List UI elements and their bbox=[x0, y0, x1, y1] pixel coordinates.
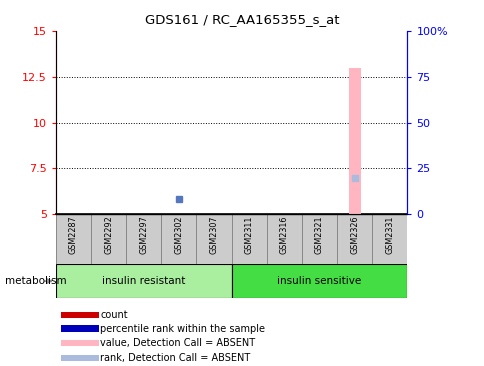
Text: metabolism: metabolism bbox=[5, 276, 66, 286]
Text: GSM2307: GSM2307 bbox=[209, 216, 218, 254]
Bar bbox=[231, 214, 266, 264]
Bar bbox=[126, 214, 161, 264]
Text: GDS161 / RC_AA165355_s_at: GDS161 / RC_AA165355_s_at bbox=[145, 13, 339, 26]
Text: insulin resistant: insulin resistant bbox=[102, 276, 185, 286]
Text: GSM2326: GSM2326 bbox=[349, 216, 359, 254]
Text: GSM2292: GSM2292 bbox=[104, 216, 113, 254]
Bar bbox=[231, 264, 407, 298]
Bar bbox=[336, 214, 372, 264]
Bar bbox=[56, 264, 231, 298]
Bar bbox=[161, 214, 196, 264]
Bar bbox=[61, 325, 98, 332]
Text: percentile rank within the sample: percentile rank within the sample bbox=[100, 324, 265, 334]
Text: GSM2331: GSM2331 bbox=[384, 216, 393, 254]
Bar bbox=[372, 214, 407, 264]
Bar bbox=[301, 214, 336, 264]
Bar bbox=[61, 355, 98, 361]
Text: GSM2287: GSM2287 bbox=[69, 216, 78, 254]
Text: GSM2311: GSM2311 bbox=[244, 216, 253, 254]
Text: insulin sensitive: insulin sensitive bbox=[277, 276, 361, 286]
Text: GSM2321: GSM2321 bbox=[314, 216, 323, 254]
Bar bbox=[61, 340, 98, 346]
Bar bbox=[196, 214, 231, 264]
Text: rank, Detection Call = ABSENT: rank, Detection Call = ABSENT bbox=[100, 353, 250, 363]
Bar bbox=[348, 68, 360, 214]
Bar bbox=[56, 214, 91, 264]
Bar bbox=[266, 214, 301, 264]
Text: value, Detection Call = ABSENT: value, Detection Call = ABSENT bbox=[100, 338, 255, 348]
Text: GSM2302: GSM2302 bbox=[174, 216, 183, 254]
Bar bbox=[91, 214, 126, 264]
Bar bbox=[61, 312, 98, 318]
Text: count: count bbox=[100, 310, 127, 320]
Text: GSM2297: GSM2297 bbox=[139, 216, 148, 254]
Text: GSM2316: GSM2316 bbox=[279, 216, 288, 254]
